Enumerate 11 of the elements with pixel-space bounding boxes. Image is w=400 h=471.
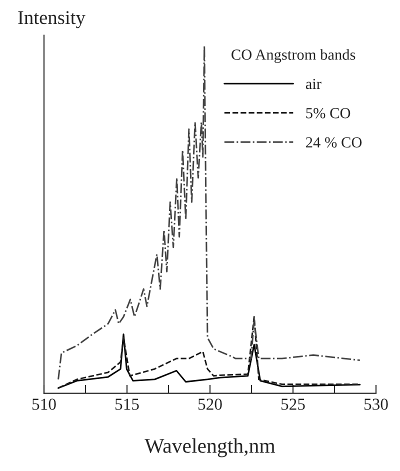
y-axis-title: Intensity — [18, 11, 86, 28]
x-tick-label: 510 — [32, 398, 56, 410]
legend-label: air — [306, 78, 322, 90]
x-tick-label: 530 — [364, 398, 388, 410]
x-tick-label: 515 — [115, 398, 139, 410]
x-tick-label: 525 — [281, 398, 305, 410]
legend-label: 24 % CO — [306, 137, 362, 148]
legend-title: CO Angstrom bands — [232, 49, 356, 63]
x-tick-label: 520 — [198, 398, 222, 410]
x-axis-title: Wavelength,nm — [144, 438, 276, 458]
legend-label: 5% CO — [306, 108, 350, 118]
